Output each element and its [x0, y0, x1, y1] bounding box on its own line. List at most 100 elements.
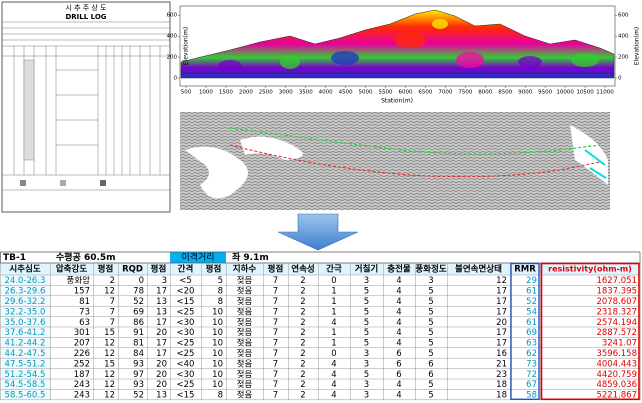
table-cell: 2 [300, 380, 305, 390]
drill-log: 시 추 주 상 도 DRILL LOG [1, 1, 171, 213]
table-cell: 젖음 [237, 379, 253, 390]
table-cell: 5 [364, 287, 369, 297]
table-cell: 15 [104, 359, 115, 369]
table-cell: 63 [526, 339, 537, 349]
column-header: RMR [514, 265, 536, 275]
table-cell: 72 [526, 370, 537, 380]
table-cell: 32.2-35.0 [5, 307, 46, 317]
table-cell: 2078.607 [596, 297, 637, 307]
table-cell: 2 [300, 370, 305, 380]
x-tick-label: 7000 [438, 90, 452, 96]
table-cell: 10 [212, 339, 223, 349]
table-cell: 2 [300, 287, 305, 297]
table-cell: 5 [428, 391, 433, 401]
arrow [277, 213, 359, 251]
table-cell: 4420.759 [596, 370, 637, 380]
table-cell: 젖음 [237, 286, 253, 297]
table-cell: 8 [218, 391, 223, 401]
table-cell: 10 [212, 307, 223, 317]
table-cell: 2 [110, 276, 115, 286]
table-cell: 17 [156, 287, 167, 297]
offset-value: 좌 9.1m [232, 251, 269, 263]
table-cell: 13 [156, 307, 167, 317]
table-length: 수평공 60.5m [56, 251, 116, 263]
y-tick-label-right: 400 [618, 34, 629, 40]
table-cell: 5 [428, 287, 433, 297]
x-tick-label: 5500 [379, 90, 393, 96]
x-tick-label: 10500 [576, 90, 594, 96]
table-cell: 1 [331, 339, 336, 349]
table-cell: 86 [133, 318, 144, 328]
table-cell: 1 [331, 328, 336, 338]
x-tick-label: 3000 [279, 90, 293, 96]
table-cell: 24.0-26.3 [5, 276, 46, 286]
table-cell: 78 [133, 287, 144, 297]
table-cell: 2 [300, 391, 305, 401]
table-cell: <25 [177, 339, 195, 349]
table-cell: 3 [364, 380, 369, 390]
table-cell: 2 [300, 359, 305, 369]
data-table: TB-1 수평공 60.5m 이격거리 좌 9.1m 시추심도 압축강도 평점 RQD 평점 간격… [0, 251, 641, 401]
table-cell: 17 [156, 339, 167, 349]
x-tick-label: 9500 [538, 90, 552, 96]
table-cell: 5 [364, 307, 369, 317]
x-tick-label: 9000 [518, 90, 532, 96]
table-cell: 17 [496, 339, 507, 349]
table-cell: 7 [273, 359, 278, 369]
map [180, 112, 610, 210]
table-cell: 4 [396, 391, 401, 401]
table-cell: 81 [79, 297, 90, 307]
table-cell: 93 [133, 380, 144, 390]
table-cell: 301 [74, 328, 90, 338]
table-cell: 5221.867 [596, 391, 637, 401]
table-cell: 10 [212, 328, 223, 338]
y-tick-label: 600 [167, 13, 178, 19]
table-cell: 52 [133, 391, 144, 401]
rmr-highlight [510, 262, 540, 401]
table-cell: 52 [133, 297, 144, 307]
table-cell: 2 [300, 349, 305, 359]
x-tick-label: 2000 [239, 90, 253, 96]
table-cell: 4 [396, 318, 401, 328]
table-cell: 12 [104, 339, 115, 349]
table-cell: <5 [179, 276, 192, 286]
table-cell: 4 [331, 359, 336, 369]
table-cell: <15 [177, 391, 195, 401]
table-cell: 12 [104, 380, 115, 390]
table-cell: 젖음 [237, 306, 253, 317]
table-cell: 20 [496, 318, 507, 328]
column-header: 거칠기 [355, 264, 378, 275]
table-cell: 1837.395 [596, 287, 637, 297]
table-cell: 1 [331, 287, 336, 297]
table-cell: 10 [212, 359, 223, 369]
table-cell: 5 [364, 297, 369, 307]
table-cell: 41.2-44.2 [5, 339, 46, 349]
table-cell: 5 [364, 370, 369, 380]
column-header: 평점 [206, 264, 222, 275]
table-cell: 젖음 [237, 358, 253, 369]
table-cell: 10 [212, 380, 223, 390]
table-cell: 6 [396, 349, 401, 359]
column-header: 지하수 [233, 264, 257, 275]
y-axis-label-right: Elevation(m) [634, 27, 641, 65]
table-cell: 10 [212, 349, 223, 359]
table-cell: 17 [496, 307, 507, 317]
table-cell: 5 [364, 339, 369, 349]
y-tick-label: 0 [174, 76, 178, 82]
table-cell: 7 [273, 391, 278, 401]
table-cell: 13 [156, 297, 167, 307]
table-cell: 3 [364, 349, 369, 359]
x-tick-label: 5000 [359, 90, 373, 96]
table-cell: 0 [139, 276, 144, 286]
table-cell: 5 [428, 318, 433, 328]
table-cell: 7 [110, 318, 115, 328]
table-cell: 7 [110, 307, 115, 317]
x-tick-label: 500 [181, 90, 192, 96]
table-cell: 5 [364, 328, 369, 338]
table-cell: 풍화암 [67, 275, 91, 286]
resistivity-highlight [540, 262, 640, 401]
table-cell: 207 [74, 339, 90, 349]
table-cell: <25 [177, 307, 195, 317]
table-cell: 12 [496, 276, 507, 286]
column-header: 충전물 [387, 264, 411, 275]
